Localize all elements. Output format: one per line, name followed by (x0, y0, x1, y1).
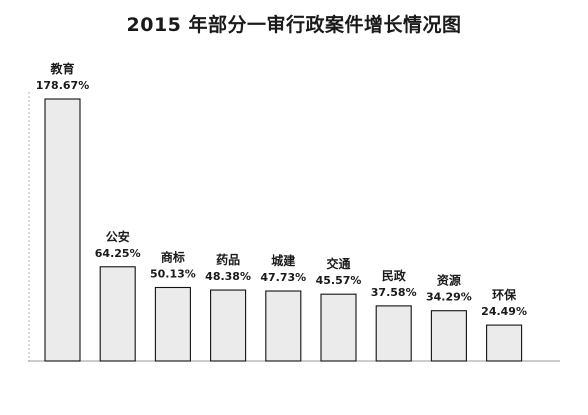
category-label-8: 资源 (437, 273, 461, 288)
category-label-2: 公安 (106, 229, 130, 244)
data-label-5: 47.73% (260, 271, 306, 284)
data-label-1: 178.67% (36, 79, 89, 92)
bar-4 (210, 289, 247, 362)
chart-title: 2015 年部分一审行政案件增长情况图 (126, 14, 462, 36)
data-label-9: 24.49% (481, 305, 527, 318)
data-label-8: 34.29% (426, 291, 472, 304)
category-label-6: 交通 (326, 256, 350, 271)
category-label-9: 环保 (492, 287, 517, 302)
category-label-3: 商标 (161, 249, 185, 264)
bar-7 (375, 305, 412, 362)
category-label-7: 民政 (382, 268, 407, 283)
data-label-6: 45.57% (316, 274, 362, 287)
category-label-5: 城建 (271, 253, 296, 268)
data-label-3: 50.13% (150, 267, 196, 280)
bar-6 (320, 293, 357, 362)
bar-9 (486, 324, 523, 362)
data-label-7: 37.58% (371, 286, 417, 299)
data-label-4: 48.38% (205, 270, 251, 283)
bar-2 (99, 266, 136, 362)
bar-3 (154, 286, 191, 362)
bar-1 (44, 98, 81, 362)
bar-5 (265, 290, 302, 362)
category-label-4: 药品 (216, 252, 240, 267)
category-label-1: 教育 (49, 61, 74, 76)
bar-8 (430, 310, 467, 362)
data-label-2: 64.25% (95, 247, 141, 260)
